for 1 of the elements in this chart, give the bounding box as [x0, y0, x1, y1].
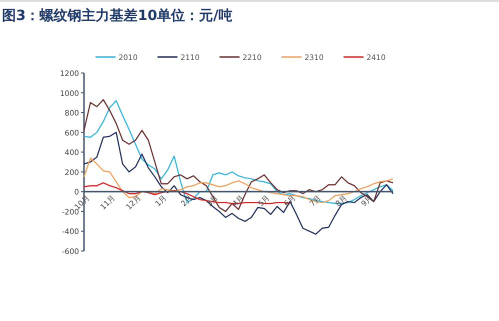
chart-title: 图3：螺纹钢主力基差10单位：元/吨	[2, 7, 232, 24]
